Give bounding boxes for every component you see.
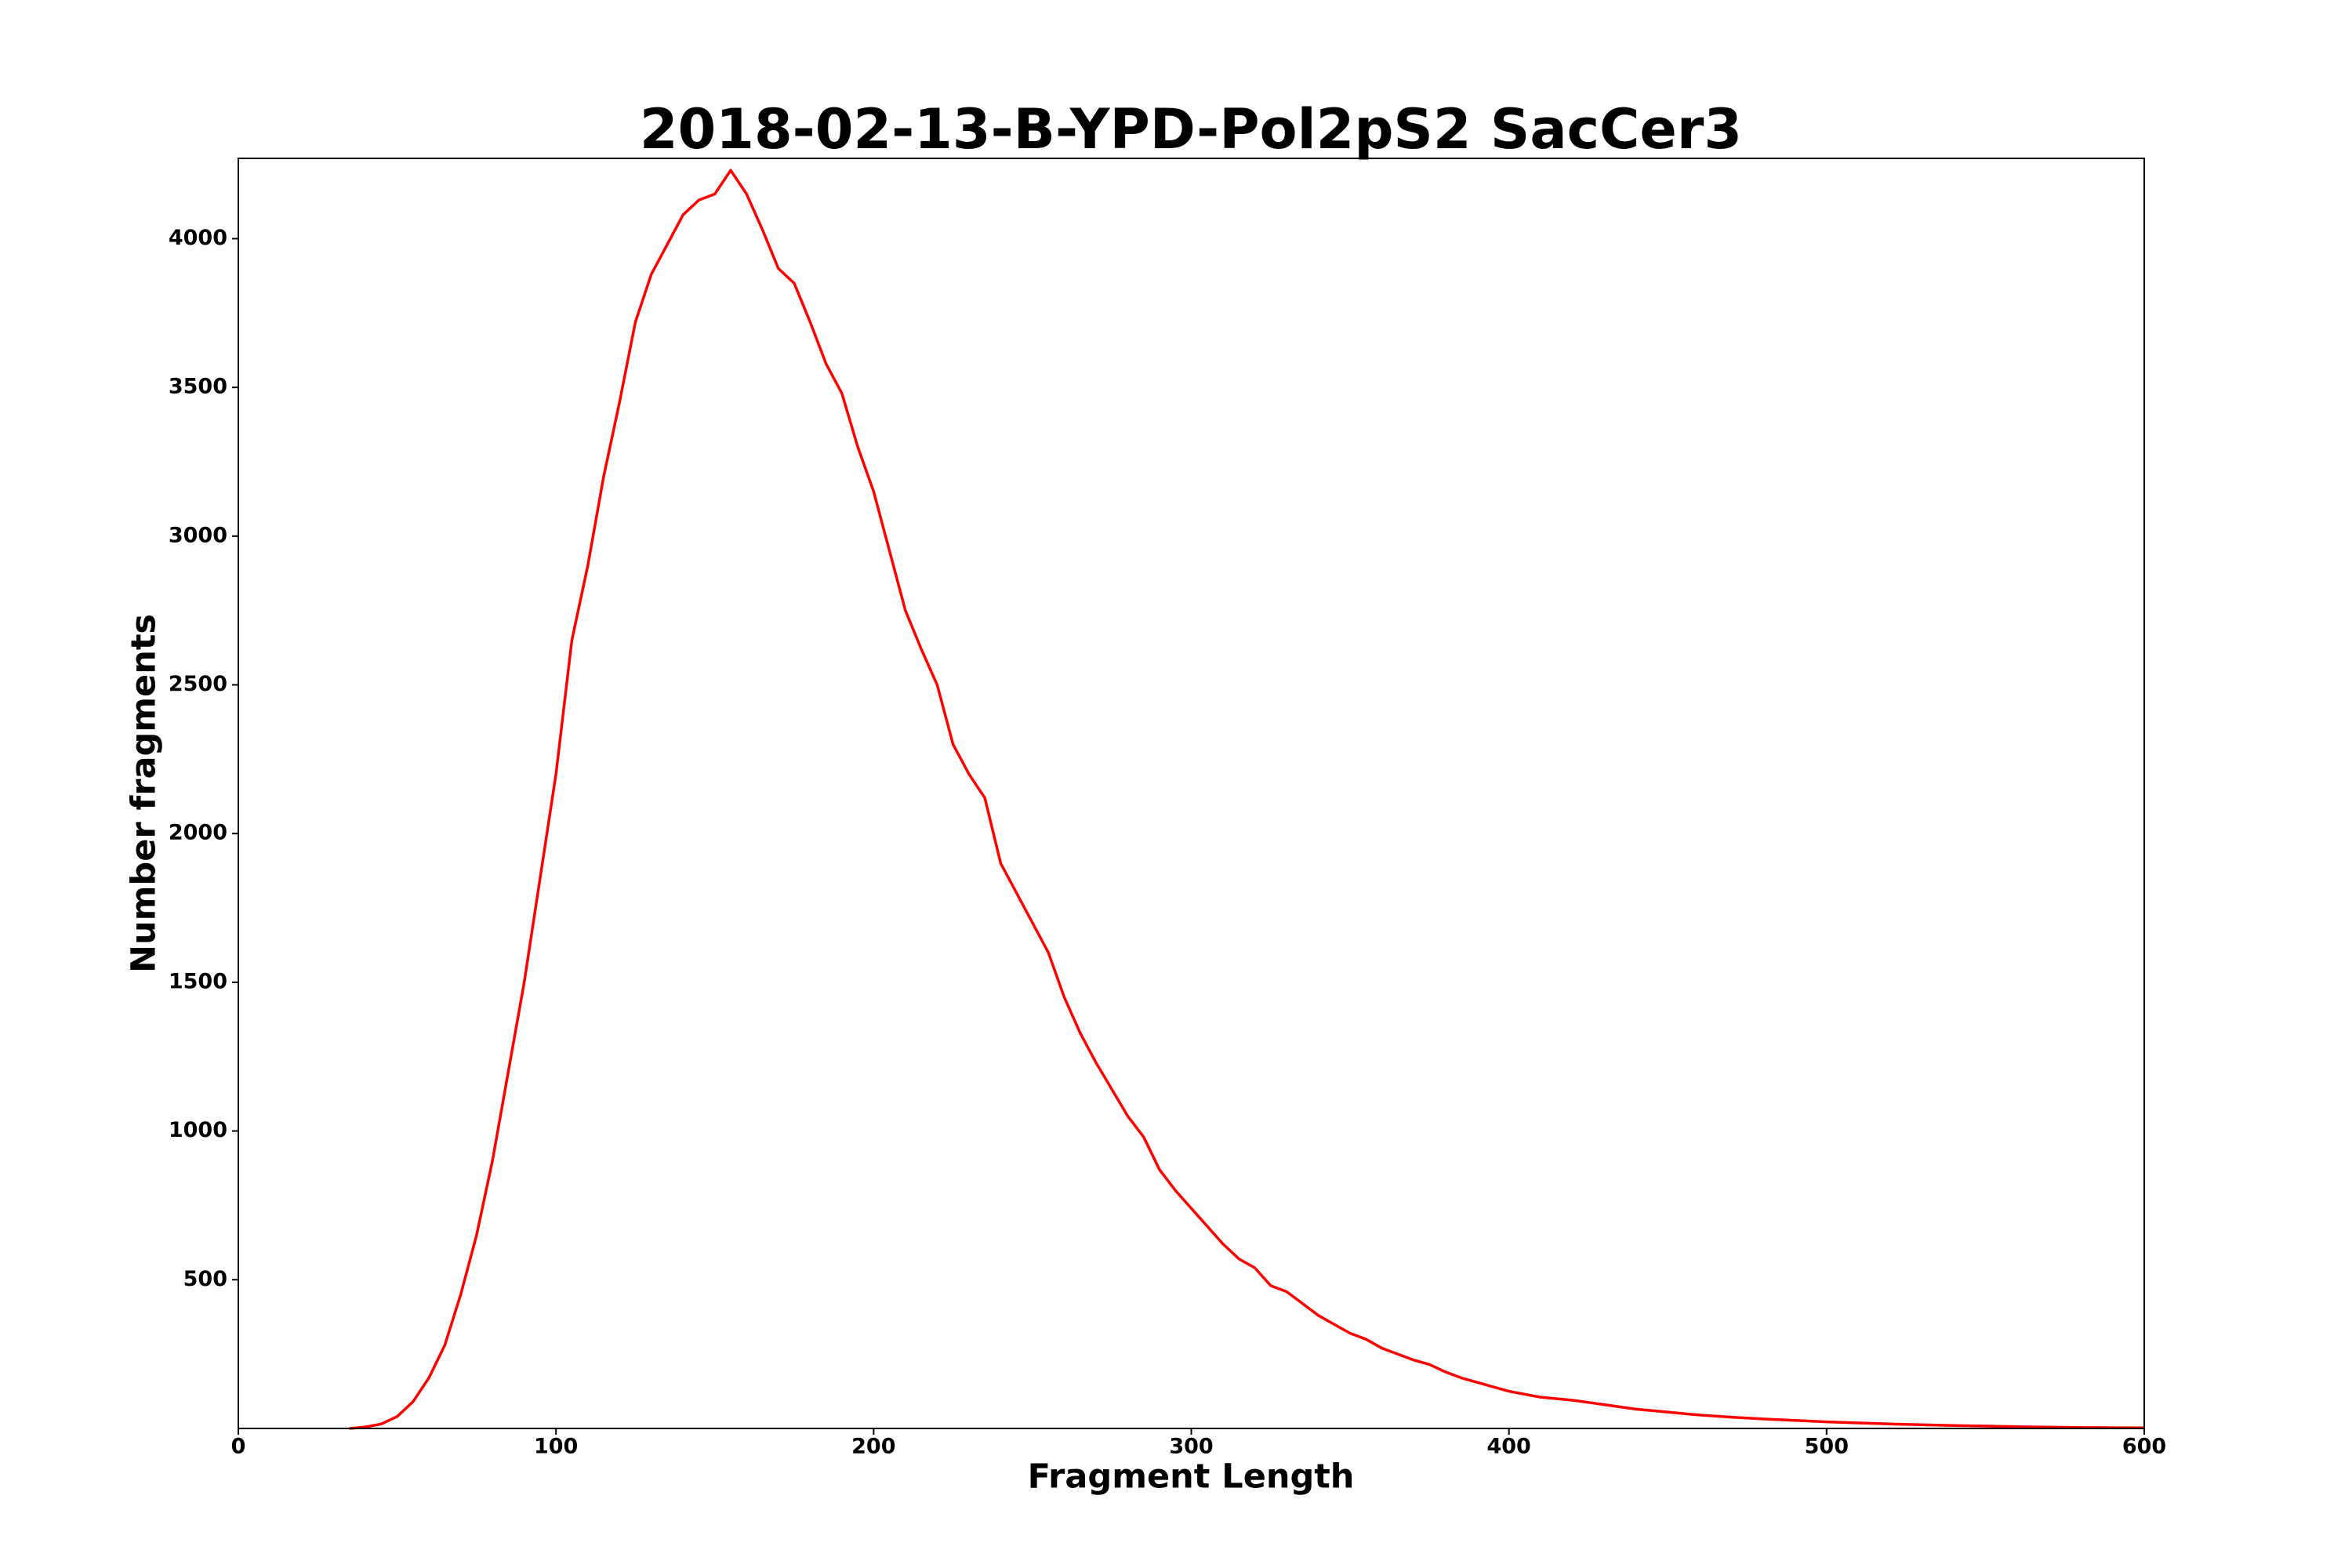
x-tick-label: 300 [1169,1435,1213,1459]
x-tick-label: 600 [2122,1435,2166,1459]
y-tick-label: 4000 [169,226,227,250]
y-tick-label: 3000 [169,523,227,547]
data-line [349,169,2145,1430]
y-tick-label: 2500 [169,672,227,696]
y-axis-label: Number fragments [125,614,164,973]
chart-title: 2018-02-13-B-YPD-Pol2pS2 SacCer3 [640,97,1742,162]
y-tick-label: 500 [183,1267,227,1291]
y-tick-label: 1000 [169,1118,227,1142]
x-tick-label: 100 [534,1435,578,1459]
y-tick-label: 1500 [169,969,227,993]
x-axis-label: Fragment Length [1028,1457,1355,1497]
y-tick-label: 2000 [169,821,227,845]
x-tick-label: 200 [851,1435,895,1459]
plot-frame [238,158,2145,1429]
x-tick-label: 500 [1805,1435,1849,1459]
x-tick-label: 0 [231,1435,246,1459]
x-tick-label: 400 [1486,1435,1530,1459]
y-tick-label: 3500 [169,375,227,399]
